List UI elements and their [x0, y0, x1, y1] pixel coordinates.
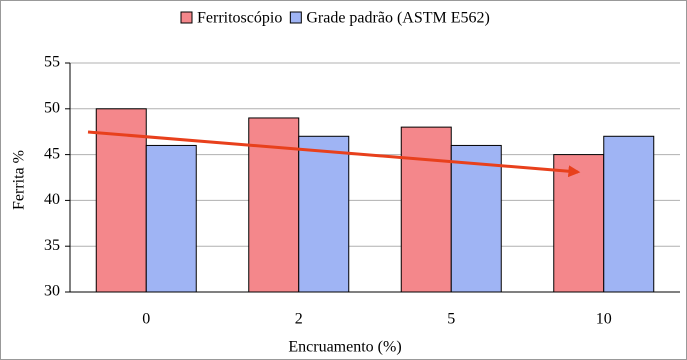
y-tick-label: 35 [44, 237, 60, 254]
x-tick-label: 10 [596, 311, 612, 328]
trend-arrow [87, 130, 581, 178]
legend-label: Ferritoscópio [197, 10, 282, 27]
bar [553, 154, 605, 293]
legend-swatch [180, 11, 193, 24]
y-tick-label: 50 [44, 99, 60, 116]
x-tick-label: 0 [142, 311, 150, 328]
legend-label: Grade padrão (ASTM E562) [306, 10, 490, 27]
x-tick-label: 5 [447, 311, 455, 328]
y-tick-label: 40 [44, 191, 60, 208]
y-tick-label: 45 [44, 145, 60, 162]
plot-area: 30 35 40 45 50 55 0 2 5 10 [44, 54, 680, 328]
bar [400, 126, 452, 293]
x-axis-title: Encruamento (%) [288, 339, 401, 356]
y-tick-label: 55 [44, 54, 60, 71]
y-axis-title: Ferrita % [11, 150, 28, 210]
bar [603, 135, 655, 293]
bar [298, 135, 350, 293]
bar [95, 108, 147, 293]
y-tick-label: 30 [44, 283, 60, 300]
x-tick-label: 2 [295, 311, 303, 328]
bar [450, 144, 502, 293]
bar [145, 144, 197, 293]
legend-swatch [289, 11, 302, 24]
bar [248, 117, 300, 293]
